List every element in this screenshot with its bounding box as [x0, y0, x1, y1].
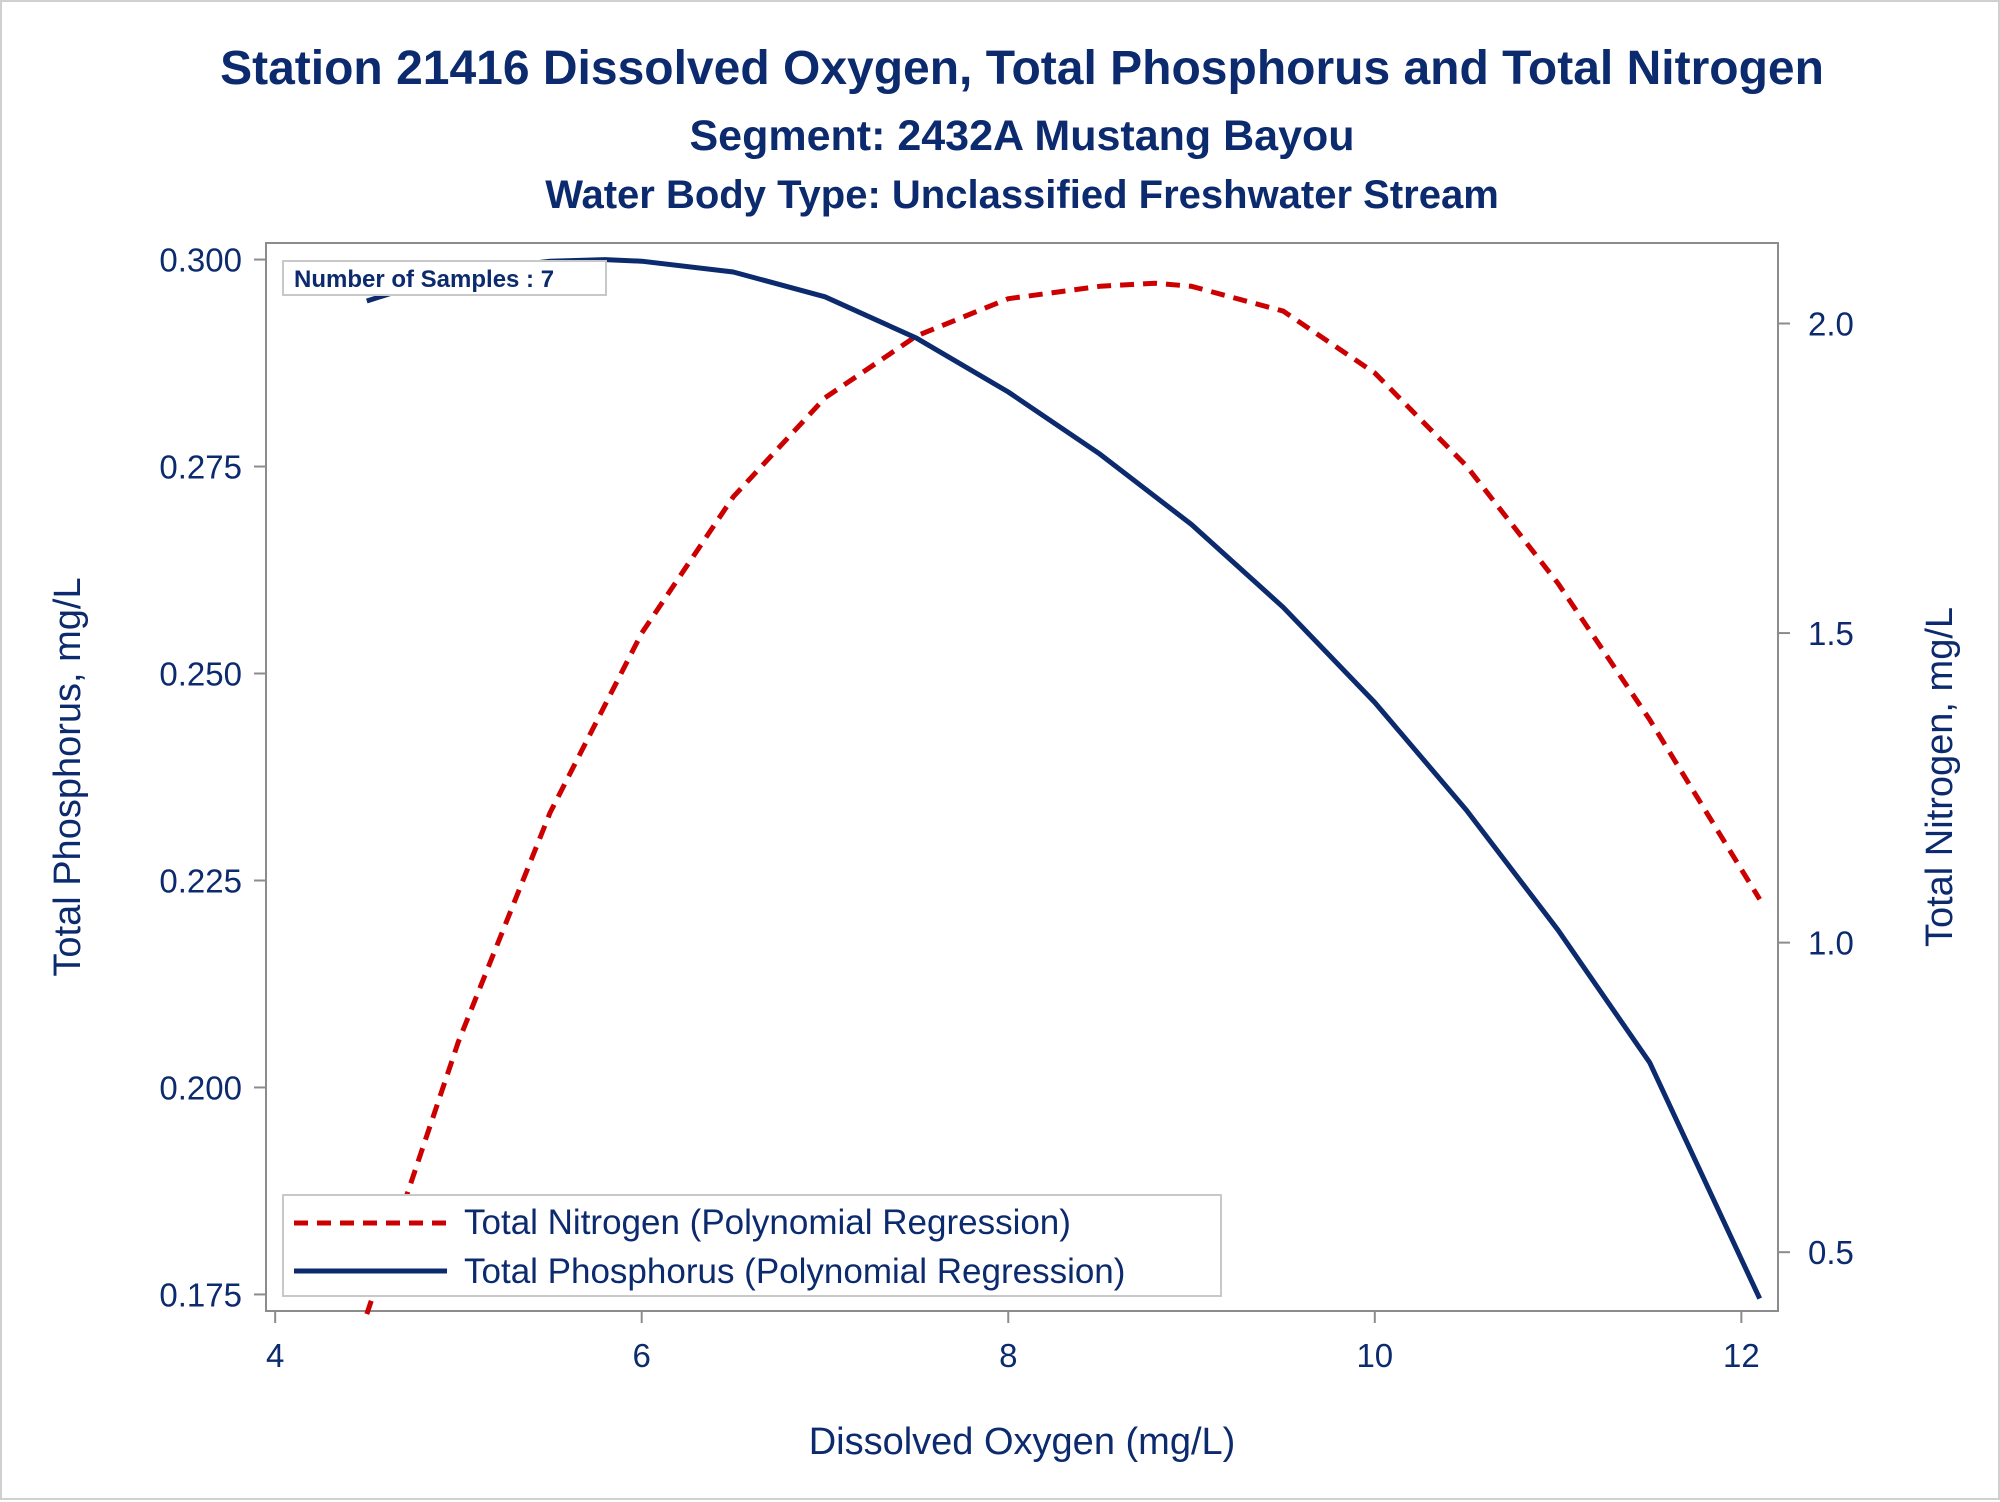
y-tick-label: 0.275	[159, 449, 242, 486]
y2-tick-label: 0.5	[1808, 1234, 1854, 1271]
y2-axis-label: Total Nitrogen, mg/L	[1919, 607, 1961, 947]
x-tick-label: 8	[999, 1337, 1017, 1374]
y-tick-label: 0.175	[159, 1276, 242, 1313]
legend: Total Nitrogen (Polynomial Regression) T…	[282, 1194, 1222, 1297]
y-tick-label: 0.200	[159, 1069, 242, 1106]
y-axis-right: 0.5 1.0 1.5 2.0	[1778, 305, 1854, 1271]
x-tick-label: 12	[1723, 1337, 1760, 1374]
y-axis-label: Total Phosphorus, mg/L	[47, 577, 89, 976]
sample-count-annotation: Number of Samples : 7	[294, 266, 554, 293]
legend-label-nitrogen: Total Nitrogen (Polynomial Regression)	[464, 1203, 1071, 1242]
series-layer	[364, 257, 1762, 1315]
y-tick-label: 0.225	[159, 862, 242, 899]
y-tick-label: 0.250	[159, 656, 242, 693]
x-tick-label: 10	[1356, 1337, 1393, 1374]
x-tick-label: 6	[633, 1337, 651, 1374]
y2-tick-label: 2.0	[1808, 305, 1854, 342]
sample-count-box	[282, 260, 607, 296]
series-line-total-nitrogen	[364, 280, 1762, 1315]
y-tick-label: 0.300	[159, 242, 242, 279]
x-tick-label: 4	[266, 1337, 284, 1374]
y2-tick-label: 1.5	[1808, 615, 1854, 652]
chart-subtitle: Segment: 2432A Mustang Bayou	[689, 112, 1354, 160]
chart-subtitle-2: Water Body Type: Unclassified Freshwater…	[545, 173, 1499, 217]
y-axis-left: 0.175 0.200 0.225 0.250 0.275 0.300	[159, 242, 266, 1313]
series-line-total-phosphorus	[366, 257, 1762, 1300]
legend-box	[282, 1194, 1222, 1297]
y2-tick-label: 1.0	[1808, 925, 1854, 962]
chart-title: Station 21416 Dissolved Oxygen, Total Ph…	[220, 42, 1824, 95]
x-axis-label: Dissolved Oxygen (mg/L)	[809, 1421, 1236, 1463]
legend-label-phosphorus: Total Phosphorus (Polynomial Regression)	[464, 1252, 1125, 1291]
x-axis: 4 6 8 10 12	[266, 1310, 1778, 1374]
